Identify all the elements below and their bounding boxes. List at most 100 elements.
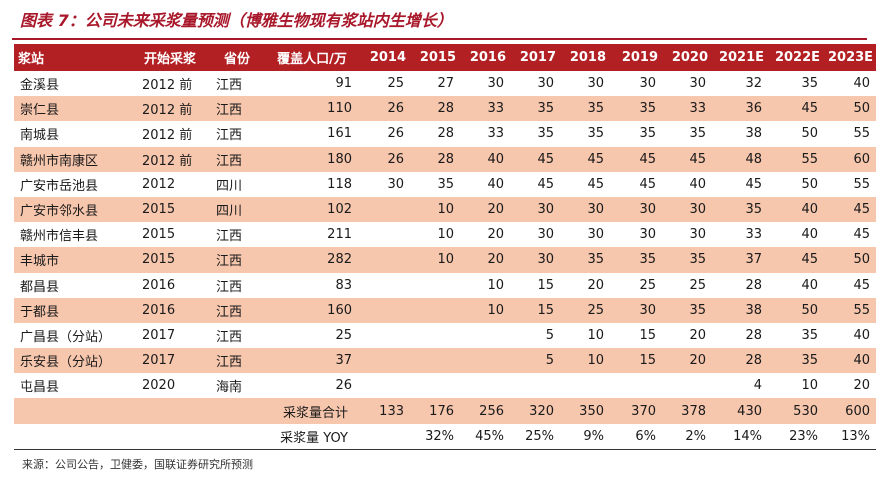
volume-cell: 55 — [853, 176, 870, 192]
yoy-value-cell — [358, 423, 410, 450]
population-cell: 110 — [266, 96, 358, 122]
total-value-cell: 370 — [610, 398, 662, 424]
province-cell: 海南 — [216, 380, 243, 396]
table-row: 广安市邻水县 2015 四川 102 10 20 30 30 30 30 35 40 45 — [14, 196, 876, 223]
volume-cell: 28 — [437, 126, 454, 142]
volume-cell: 40 — [487, 176, 504, 192]
volume-cell: 20 — [460, 247, 510, 273]
population-cell: 160 — [266, 297, 358, 323]
station-name-cell: 赣州市南康区 — [14, 146, 132, 172]
volume-cell — [410, 373, 460, 398]
yoy-row: 采浆量 YOY 32% 45% 25% 9% 6% 2% 14% 23% 13% — [14, 423, 876, 450]
province-cell: 江西 — [216, 128, 243, 144]
source-note: 来源：公司公告，卫健委，国联证券研究所预测 — [22, 458, 253, 471]
volume-cell: 45 — [745, 176, 762, 192]
start-year-cell: 2015 — [142, 227, 176, 243]
volume-cell: 40 — [801, 227, 818, 243]
volume-cell: 35 — [610, 247, 662, 273]
volume-cell: 55 — [853, 126, 870, 142]
volume-cell: 45 — [768, 247, 824, 273]
volume-cell: 40 — [689, 176, 706, 192]
volume-cell: 40 — [853, 327, 870, 343]
volume-cell: 60 — [824, 146, 876, 172]
table-row: 崇仁县 2012 前江西 110 26 28 33 35 35 35 33 36 45 50 — [14, 96, 876, 122]
volume-cell: 30 — [487, 76, 504, 92]
volume-cell: 10 — [437, 227, 454, 243]
table-row: 于都县 2016 江西 160 10 15 25 30 35 38 50 55 — [14, 297, 876, 323]
volume-cell — [410, 297, 460, 323]
volume-cell: 20 — [587, 277, 604, 293]
table-row: 广安市岳池县 2012 四川 118 30 35 40 45 45 45 40 45 50 55 — [14, 172, 876, 197]
volume-cell — [358, 222, 410, 247]
header-province: 省份 — [208, 44, 266, 71]
population-cell: 102 — [266, 196, 358, 223]
station-name-cell: 赣州市信丰县 — [20, 229, 99, 245]
volume-cell: 50 — [801, 176, 818, 192]
volume-cell: 26 — [387, 126, 404, 142]
table-row: 屯昌县 2020 海南 26 4 10 20 — [14, 373, 876, 398]
volume-cell: 35 — [639, 126, 656, 142]
volume-cell: 27 — [437, 76, 454, 92]
volume-cell: 28 — [410, 96, 460, 122]
volume-cell: 45 — [824, 196, 876, 223]
volume-cell: 38 — [712, 297, 768, 323]
volume-cell: 45 — [610, 146, 662, 172]
volume-cell: 20 — [487, 227, 504, 243]
volume-cell — [410, 323, 460, 348]
volume-cell — [358, 373, 410, 398]
volume-cell: 30 — [587, 227, 604, 243]
volume-cell: 10 — [460, 297, 510, 323]
header-2018: 2018 — [560, 44, 610, 71]
population-cell: 282 — [266, 247, 358, 273]
volume-cell: 30 — [662, 196, 712, 223]
volume-cell: 26 — [358, 146, 410, 172]
header-2014: 2014 — [358, 44, 410, 71]
volume-cell: 45 — [587, 176, 604, 192]
volume-cell — [358, 247, 410, 273]
province-cell: 四川 — [216, 178, 243, 194]
table-row: 金溪县 2012 前 江西 91 25 27 30 30 30 30 30 32 35 40 — [14, 71, 876, 96]
volume-cell: 30 — [639, 227, 656, 243]
volume-cell: 30 — [587, 76, 604, 92]
volume-cell: 30 — [610, 196, 662, 223]
volume-cell: 33 — [745, 227, 762, 243]
volume-cell: 30 — [610, 297, 662, 323]
volume-cell — [358, 297, 410, 323]
volume-cell — [662, 373, 712, 398]
start-year-cell: 2012 前 — [142, 78, 193, 94]
total-value-cell: 378 — [662, 398, 712, 424]
header-2023e: 2023E — [824, 44, 876, 71]
volume-cell: 28 — [745, 327, 762, 343]
volume-cell — [358, 348, 410, 374]
volume-cell: 35 — [801, 76, 818, 92]
province-cell: 江西 — [216, 78, 243, 94]
volume-cell: 35 — [560, 96, 610, 122]
volume-cell: 50 — [768, 297, 824, 323]
volume-cell: 45 — [510, 146, 560, 172]
volume-cell: 25 — [689, 277, 706, 293]
volume-cell: 5 — [545, 327, 554, 343]
province-cell: 江西 — [208, 348, 266, 374]
volume-cell: 35 — [768, 348, 824, 374]
yoy-value-cell: 13% — [824, 423, 876, 450]
station-name-cell: 广安市邻水县 — [14, 196, 132, 223]
volume-cell: 45 — [560, 146, 610, 172]
volume-cell: 45 — [639, 176, 656, 192]
station-name-cell: 广昌县（分站） — [20, 329, 112, 345]
station-name-cell: 崇仁县 — [14, 96, 132, 122]
yoy-value-cell: 45% — [460, 423, 510, 450]
table-row: 乐安县（分站） 2017 江西 37 5 10 15 20 28 35 40 — [14, 348, 876, 374]
population-cell: 118 — [327, 176, 352, 192]
start-year-cell: 2016 — [142, 277, 176, 293]
total-value-cell: 350 — [560, 398, 610, 424]
volume-cell: 40 — [801, 277, 818, 293]
province-cell: 江西 — [208, 247, 266, 273]
province-cell: 四川 — [208, 196, 266, 223]
province-cell: 江西 — [216, 329, 243, 345]
volume-cell: 10 — [801, 378, 818, 394]
volume-cell: 35 — [610, 96, 662, 122]
volume-cell: 28 — [745, 277, 762, 293]
header-start: 开始采浆 — [132, 44, 208, 71]
table-header-row: 浆站 开始采浆 省份 覆盖人口/万 2014 2015 2016 2017 20… — [14, 44, 876, 71]
header-2019: 2019 — [610, 44, 662, 71]
